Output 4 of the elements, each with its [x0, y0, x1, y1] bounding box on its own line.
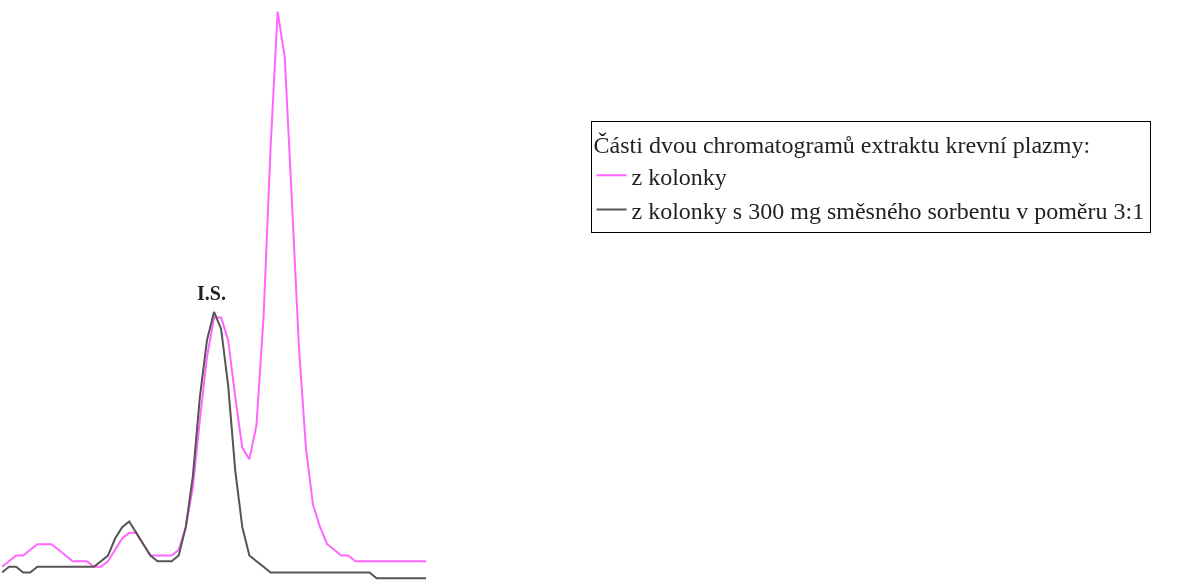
legend-label: z kolonky	[631, 163, 727, 190]
annotation: I.S.	[197, 282, 226, 304]
legend-title: Části dvou chromatogramů extraktu krevní plazmy:	[593, 132, 1091, 159]
legend-label: z kolonky s 300 mg směsného sorbentu v poměru 3:1	[631, 197, 1145, 224]
